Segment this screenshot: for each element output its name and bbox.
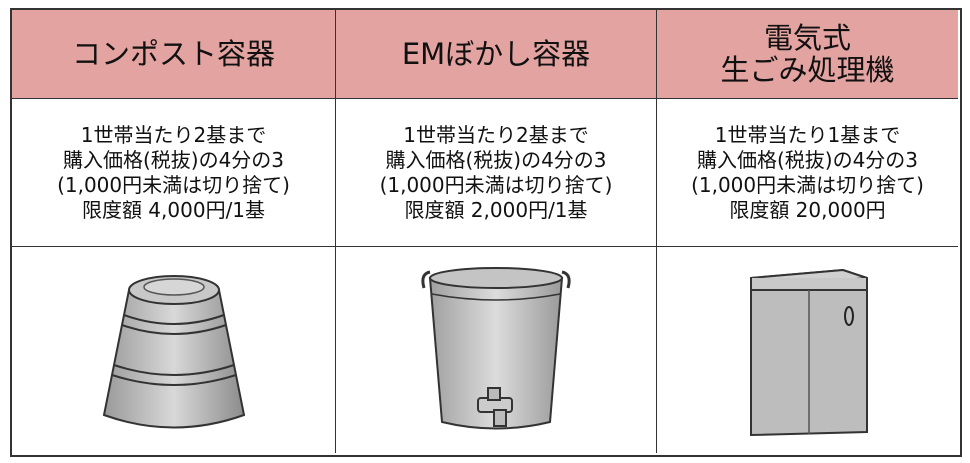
cell-text: EMぼかし容器: [401, 37, 591, 71]
cell-text: 購入価格(税抜)の4分の3: [62, 147, 285, 172]
header-cell: EMぼかし容器: [336, 10, 657, 99]
subsidy-table: コンポスト容器 EMぼかし容器 電気式 生ごみ処理機 1世帯当たり2基まで 購入価格…: [10, 8, 962, 457]
cell-text: 生ごみ処理機: [720, 53, 895, 87]
cell-text: (1,000円未満は切り捨て): [57, 172, 290, 197]
cell-text: 限度額 4,000円/1基: [81, 197, 266, 222]
cell-text: 限度額 2,000円/1基: [404, 197, 588, 222]
cell-text: 1世帯当たり2基まで: [403, 122, 589, 147]
em-bucket-illustration: [421, 267, 571, 430]
cell-text: 購入価格(税抜)の4分の3: [385, 147, 607, 172]
body-cell: 1世帯当たり2基まで 購入価格(税抜)の4分の3 (1,000円未満は切り捨て) 限度…: [336, 99, 657, 247]
compost-bin-illustration: [102, 275, 245, 429]
body-cell: 1世帯当たり2基まで 購入価格(税抜)の4分の3 (1,000円未満は切り捨て) 限度…: [12, 99, 336, 247]
image-cell: [336, 247, 657, 453]
cell-text: (1,000円未満は切り捨て): [379, 172, 613, 197]
header-cell: コンポスト容器: [12, 10, 336, 99]
image-cell: [12, 247, 336, 453]
cell-text: 1世帯当たり2基まで: [80, 122, 267, 147]
cell-text: 購入価格(税抜)の4分の3: [696, 147, 919, 172]
body-cell: 1世帯当たり1基まで 購入価格(税抜)の4分の3 (1,000円未満は切り捨て) 限度…: [657, 99, 958, 247]
cell-text: コンポスト容器: [71, 37, 275, 71]
electric-processor-illustration: [749, 268, 868, 437]
cell-text: 1世帯当たり1基まで: [714, 122, 901, 147]
cell-text: 限度額 20,000円: [729, 197, 886, 222]
header-cell: 電気式 生ごみ処理機: [657, 10, 958, 99]
image-cell: [657, 247, 958, 453]
cell-text: 電気式: [763, 21, 851, 55]
cell-text: (1,000円未満は切り捨て): [691, 172, 924, 197]
